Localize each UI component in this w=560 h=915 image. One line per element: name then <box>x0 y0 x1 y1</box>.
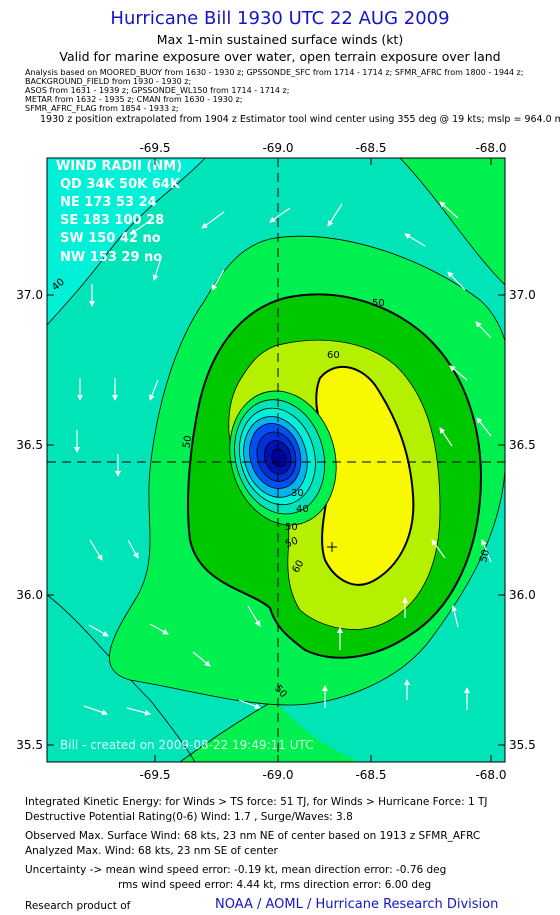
lon-tick-label: -69.0 <box>262 141 293 155</box>
lon-tick-label: -69.5 <box>139 768 170 782</box>
low-wind-region <box>47 158 205 325</box>
uncertainty-line: Uncertainty -> mean wind speed error: -0… <box>25 864 447 876</box>
contour-label-50-core: 50 <box>285 522 298 533</box>
source-line: Analysis based on MOORED_BUOY from 1630 … <box>25 68 524 77</box>
contour-label-50-e: 50 <box>478 549 492 564</box>
observed-max-line: Observed Max. Surface Wind: 68 kts, 23 n… <box>25 830 481 842</box>
wind-radii-row: NE 173 53 24 <box>60 195 157 210</box>
lat-tick-label: 35.5 <box>16 738 43 752</box>
exposure-note: Valid for marine exposure over water, op… <box>59 49 501 64</box>
chart-subtitle: Max 1-min sustained surface winds (kt) <box>156 32 404 47</box>
wind-radii-row: SW 150 42 no <box>60 231 161 246</box>
axis-ticks <box>47 158 505 762</box>
lat-tick-label: 37.0 <box>509 288 536 302</box>
creation-watermark: Bill - created on 2009-08-22 19:49:11 UT… <box>60 738 314 752</box>
contour-label-60-n: 60 <box>327 350 340 361</box>
lat-tick-label: 36.0 <box>509 588 536 602</box>
max-wind-marker <box>327 542 337 552</box>
s-wind-region <box>180 700 360 762</box>
wind-vectors <box>74 201 492 716</box>
lon-tick-label: -68.0 <box>475 141 506 155</box>
chart-title: Hurricane Bill 1930 UTC 22 AUG 2009 <box>110 8 450 29</box>
source-line: METAR from 1632 - 1935 z; CMAN from 1630… <box>25 95 243 104</box>
lat-tick-label: 35.5 <box>509 738 536 752</box>
wind-radii-row: NW 153 29 no <box>60 250 162 265</box>
organization-link[interactable]: NOAA / AOML / Hurricane Research Divisio… <box>215 897 499 912</box>
lon-tick-label: -68.5 <box>355 141 386 155</box>
lon-tick-label: -69.5 <box>139 141 170 155</box>
dpr-line: Destructive Potential Rating(0-6) Wind: … <box>25 811 353 823</box>
contour-label-40-core: 40 <box>296 504 309 515</box>
plot-frame <box>46 157 506 763</box>
contour-label-50-w: 50 <box>181 435 194 449</box>
lat-labels-left: 37.0 36.5 36.0 35.5 <box>16 288 43 752</box>
wind-radii-title: WIND RADII (NM) <box>56 159 182 174</box>
rms-line: rms wind speed error: 4.44 kt, rms direc… <box>118 879 432 891</box>
lat-tick-label: 36.0 <box>16 588 43 602</box>
lat-labels-right: 37.0 36.5 36.0 35.5 <box>509 288 536 752</box>
eyewall-contours <box>229 390 337 526</box>
contour-label-50-n: 50 <box>372 298 385 309</box>
contour-label-50-sw: 50 <box>284 536 300 551</box>
lon-tick-label: -69.0 <box>262 768 293 782</box>
lon-labels-top: -69.5 -69.0 -68.5 -68.0 <box>139 141 506 155</box>
contour-label-30-core: 30 <box>291 488 304 499</box>
wind-radii-row: SE 183 100 28 <box>60 213 164 228</box>
source-line: ASOS from 1631 - 1939 z; GPSSONDE_WL150 … <box>25 86 290 95</box>
source-line: BACKGROUND_FIELD from 1930 - 1930 z; <box>25 77 192 86</box>
wind-radii-header: QD 34K 50K 64K <box>60 177 181 192</box>
lon-labels-bottom: -69.5 -69.0 -68.5 -68.0 <box>139 768 506 782</box>
lon-tick-label: -68.0 <box>475 768 506 782</box>
lat-tick-label: 36.5 <box>16 438 43 452</box>
product-prefix: Research product of <box>25 900 131 912</box>
wind-field: 40 50 60 50 50 40 30 50 60 50 50 WIND RA… <box>47 158 505 762</box>
lon-tick-label: -68.5 <box>355 768 386 782</box>
wind-radii-table: WIND RADII (NM) QD 34K 50K 64K NE 173 53… <box>56 159 182 265</box>
lat-tick-label: 37.0 <box>16 288 43 302</box>
analyzed-max-line: Analyzed Max. Wind: 68 kts, 23 nm SE of … <box>25 845 278 857</box>
source-line: SFMR_AFRC_FLAG from 1854 - 1933 z; <box>25 104 179 113</box>
position-note: 1930 z position extrapolated from 1904 z… <box>40 114 560 125</box>
lat-tick-label: 36.5 <box>509 438 536 452</box>
ike-line: Integrated Kinetic Energy: for Winds > T… <box>25 796 488 808</box>
